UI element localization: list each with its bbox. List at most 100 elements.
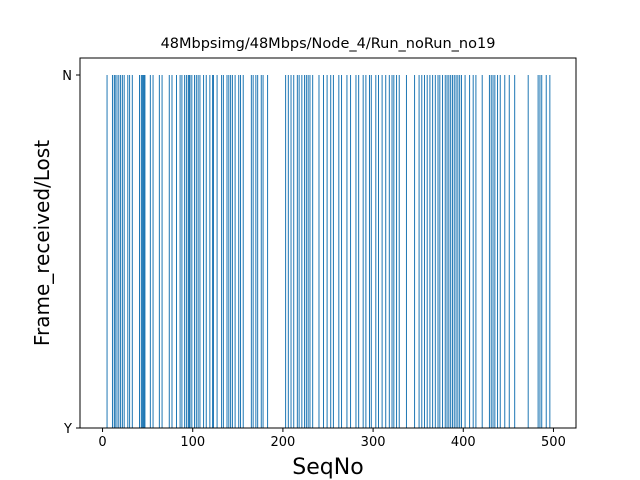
bar-seq-492 <box>545 75 547 428</box>
bar-seq-151 <box>238 75 240 428</box>
bar-seq-233 <box>312 75 314 428</box>
bar-seq-93 <box>185 75 187 428</box>
bar-seq-53 <box>149 75 151 428</box>
bar-seq-203 <box>285 75 287 428</box>
bar-seq-414 <box>475 75 477 428</box>
x-axis-label: SeqNo <box>292 455 363 480</box>
bar-seq-446 <box>504 75 506 428</box>
bar-seq-296 <box>368 75 370 428</box>
bar-seq-167 <box>252 75 254 428</box>
bar-seq-298 <box>370 75 372 428</box>
bar-seq-402 <box>464 75 466 428</box>
bar-seq-41 <box>139 75 141 428</box>
bar-seq-388 <box>451 75 453 428</box>
bar-seq-275 <box>350 75 352 428</box>
bar-seq-142 <box>230 75 232 428</box>
bar-seq-22 <box>121 75 123 428</box>
bar-seq-212 <box>293 75 295 428</box>
bar-seq-394 <box>457 75 459 428</box>
bar-seq-303 <box>375 75 377 428</box>
bar-seq-392 <box>455 75 457 428</box>
bar-seq-66 <box>161 75 163 428</box>
bar-seq-496 <box>549 75 551 428</box>
bar-seq-487 <box>541 75 543 428</box>
bar-seq-183 <box>267 75 269 428</box>
bar-seq-95 <box>187 75 189 428</box>
bar-seq-209 <box>290 75 292 428</box>
bar-seq-382 <box>446 75 448 428</box>
bar-seq-483 <box>537 75 539 428</box>
bar-seq-372 <box>437 75 439 428</box>
bar-seq-314 <box>385 75 387 428</box>
bar-seq-421 <box>481 75 483 428</box>
bar-seq-178 <box>262 75 264 428</box>
bar-seq-281 <box>355 75 357 428</box>
bar-seq-24 <box>123 75 125 428</box>
bar-seq-451 <box>508 75 510 428</box>
bar-seq-329 <box>398 75 400 428</box>
bar-seq-88 <box>181 75 183 428</box>
bar-seq-56 <box>152 75 154 428</box>
bar-seq-20 <box>120 75 122 428</box>
bar-seq-122 <box>212 75 214 428</box>
bar-seq-147 <box>234 75 236 428</box>
bar-seq-245 <box>322 75 324 428</box>
bar-seq-134 <box>222 75 224 428</box>
bar-seq-256 <box>332 75 334 428</box>
bar-seq-123 <box>212 75 214 428</box>
bar-seq-216 <box>296 75 298 428</box>
bar-seq-91 <box>184 75 186 428</box>
bar-seq-99 <box>191 75 193 428</box>
bar-seq-485 <box>539 75 541 428</box>
bar-seq-411 <box>472 75 474 428</box>
bar-seq-431 <box>490 75 492 428</box>
bar-seq-156 <box>242 75 244 428</box>
bar-seq-132 <box>221 75 223 428</box>
bar-seq-284 <box>358 75 360 428</box>
bar-seq-33 <box>131 75 133 428</box>
bar-seq-318 <box>388 75 390 428</box>
bar-seq-321 <box>391 75 393 428</box>
bar-seq-433 <box>492 75 494 428</box>
bar-seq-337 <box>405 75 407 428</box>
bar-seq-104 <box>195 75 197 428</box>
x-tick-label: 200 <box>270 435 295 450</box>
bar-seq-262 <box>338 75 340 428</box>
y-tick-label-Y: Y <box>63 422 72 437</box>
bar-seq-170 <box>255 75 257 428</box>
bar-seq-165 <box>250 75 252 428</box>
bar-seq-384 <box>448 75 450 428</box>
bar-seq-240 <box>318 75 320 428</box>
chart-title: 48Mbpsimg/48Mbps/Node_4/Run_noRun_no19 <box>161 36 496 52</box>
bar-seq-30 <box>129 75 131 428</box>
bar-seq-435 <box>494 75 496 428</box>
bar-seq-366 <box>432 75 434 428</box>
bar-seq-86 <box>179 75 181 428</box>
bar-seq-253 <box>330 75 332 428</box>
bar-seq-5 <box>106 75 108 428</box>
bar-seq-407 <box>469 75 471 428</box>
x-tick-label: 400 <box>451 435 476 450</box>
bar-seq-396 <box>459 75 461 428</box>
bar-seq-43 <box>140 75 142 428</box>
bar-seq-472 <box>527 75 529 428</box>
bar-seq-77 <box>171 75 173 428</box>
bar-seq-28 <box>127 75 129 428</box>
bar-seq-106 <box>197 75 199 428</box>
bar-seq-230 <box>309 75 311 428</box>
plot-frame <box>79 57 577 429</box>
x-tick-label: 500 <box>541 435 566 450</box>
bar-seq-224 <box>304 75 306 428</box>
bar-seq-457 <box>514 75 516 428</box>
axes-group: 0 100 200 300 400 500 Y N <box>62 57 577 450</box>
bar-seq-144 <box>231 75 233 428</box>
bar-seq-13 <box>113 75 115 428</box>
bar-seq-96 <box>188 75 190 428</box>
bar-seq-380 <box>444 75 446 428</box>
bar-seq-108 <box>199 75 201 428</box>
bar-seq-386 <box>450 75 452 428</box>
bar-seq-176 <box>260 75 262 428</box>
x-tick-label: 100 <box>180 435 205 450</box>
bar-seq-119 <box>209 75 211 428</box>
bars-group <box>106 75 551 428</box>
